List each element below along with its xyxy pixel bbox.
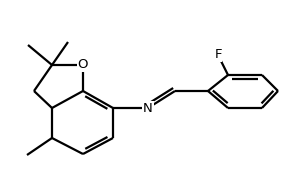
- Text: F: F: [214, 49, 222, 62]
- Text: N: N: [143, 102, 153, 115]
- Text: O: O: [78, 58, 88, 71]
